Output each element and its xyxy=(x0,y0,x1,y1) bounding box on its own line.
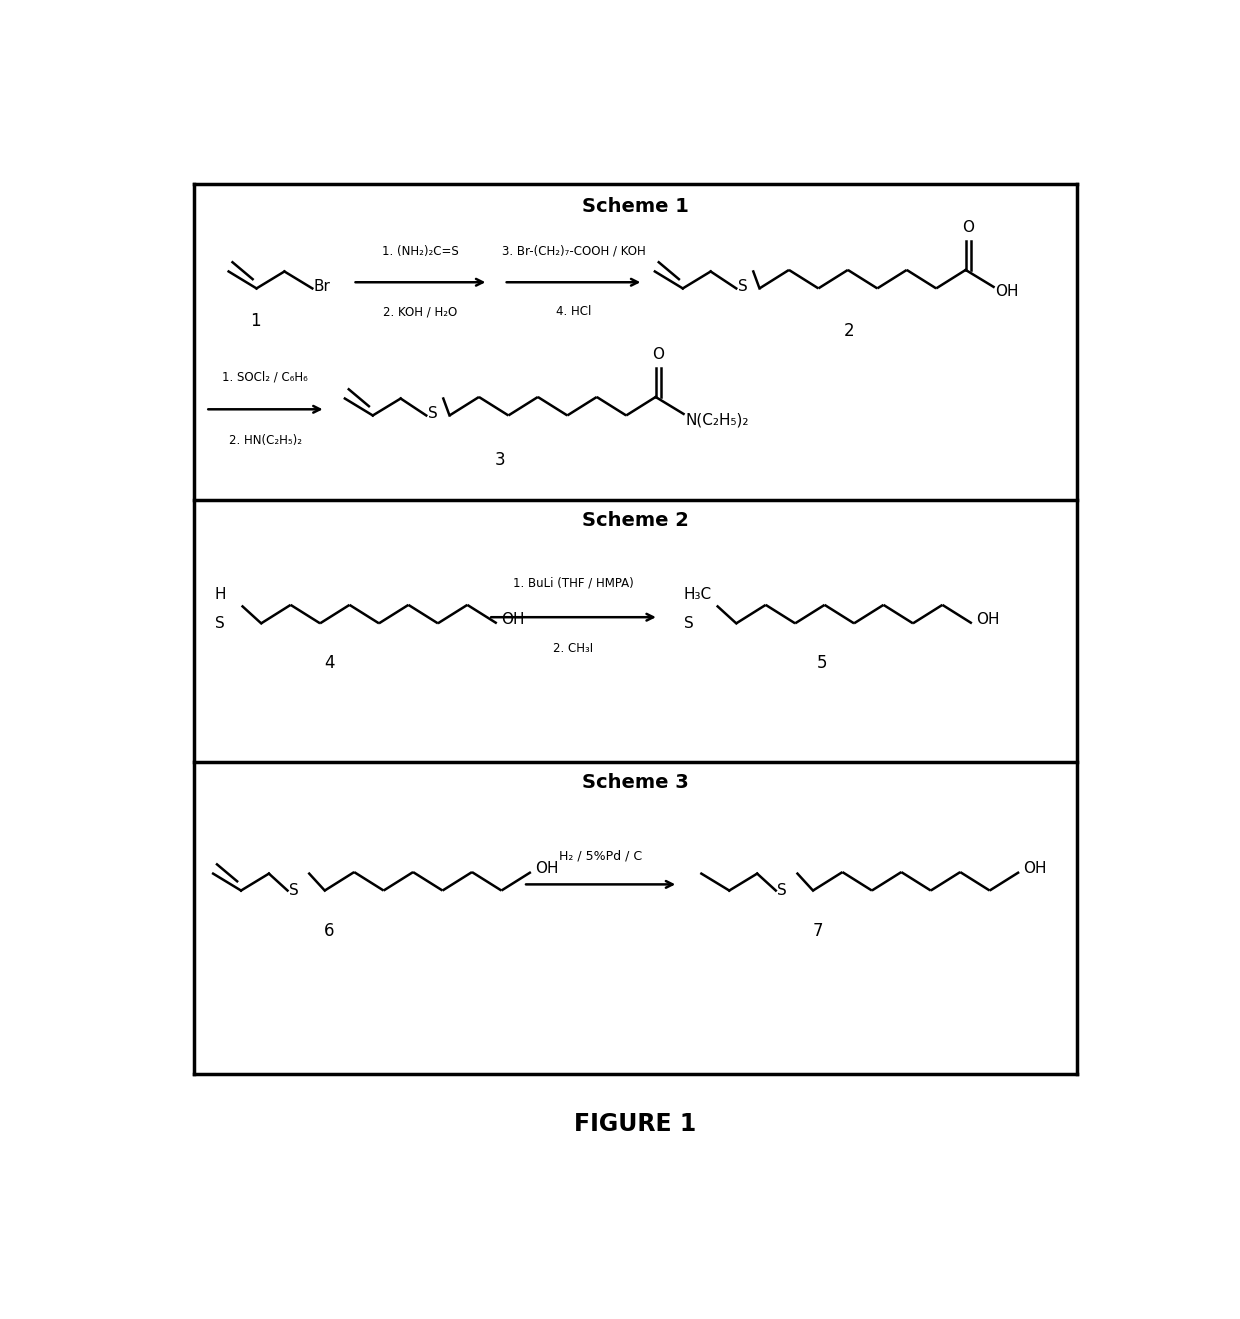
Text: Scheme 2: Scheme 2 xyxy=(582,512,689,530)
Text: S: S xyxy=(683,616,693,630)
Text: OH: OH xyxy=(534,861,558,876)
Text: Br: Br xyxy=(314,280,331,294)
Text: 2. CH₃I: 2. CH₃I xyxy=(553,642,594,656)
Text: S: S xyxy=(777,882,787,898)
Text: 4. HCl: 4. HCl xyxy=(556,305,591,318)
Text: FIGURE 1: FIGURE 1 xyxy=(574,1112,697,1136)
Text: 2. HN(C₂H₅)₂: 2. HN(C₂H₅)₂ xyxy=(228,434,301,447)
Text: 1: 1 xyxy=(250,311,262,330)
Text: 5: 5 xyxy=(816,654,827,673)
Text: O: O xyxy=(962,220,975,235)
Text: 3: 3 xyxy=(495,451,505,470)
Text: H₃C: H₃C xyxy=(683,587,712,601)
Text: 2. KOH / H₂O: 2. KOH / H₂O xyxy=(383,305,458,318)
Text: Scheme 3: Scheme 3 xyxy=(582,773,689,793)
Text: 1. (NH₂)₂C=S: 1. (NH₂)₂C=S xyxy=(382,245,459,259)
Text: N(C₂H₅)₂: N(C₂H₅)₂ xyxy=(684,413,749,427)
Text: H: H xyxy=(215,587,226,601)
Text: OH: OH xyxy=(1023,861,1047,876)
Text: OH: OH xyxy=(976,612,999,627)
Text: H₂ / 5%Pd / C: H₂ / 5%Pd / C xyxy=(559,849,642,863)
Text: S: S xyxy=(289,882,299,898)
Text: 6: 6 xyxy=(324,922,335,939)
Text: OH: OH xyxy=(996,284,1018,299)
Text: Scheme 1: Scheme 1 xyxy=(582,197,689,215)
Text: 2: 2 xyxy=(843,322,854,340)
Text: S: S xyxy=(428,406,438,421)
Text: 1. SOCl₂ / C₆H₆: 1. SOCl₂ / C₆H₆ xyxy=(222,371,308,384)
Text: 7: 7 xyxy=(812,922,823,939)
Text: OH: OH xyxy=(501,612,525,627)
Text: S: S xyxy=(738,280,748,294)
Text: 1. BuLi (THF / HMPA): 1. BuLi (THF / HMPA) xyxy=(513,576,634,590)
Text: S: S xyxy=(215,616,224,630)
Text: O: O xyxy=(652,347,665,363)
Text: 3. Br-(CH₂)₇-COOH / KOH: 3. Br-(CH₂)₇-COOH / KOH xyxy=(502,245,645,259)
Text: 4: 4 xyxy=(324,654,335,673)
